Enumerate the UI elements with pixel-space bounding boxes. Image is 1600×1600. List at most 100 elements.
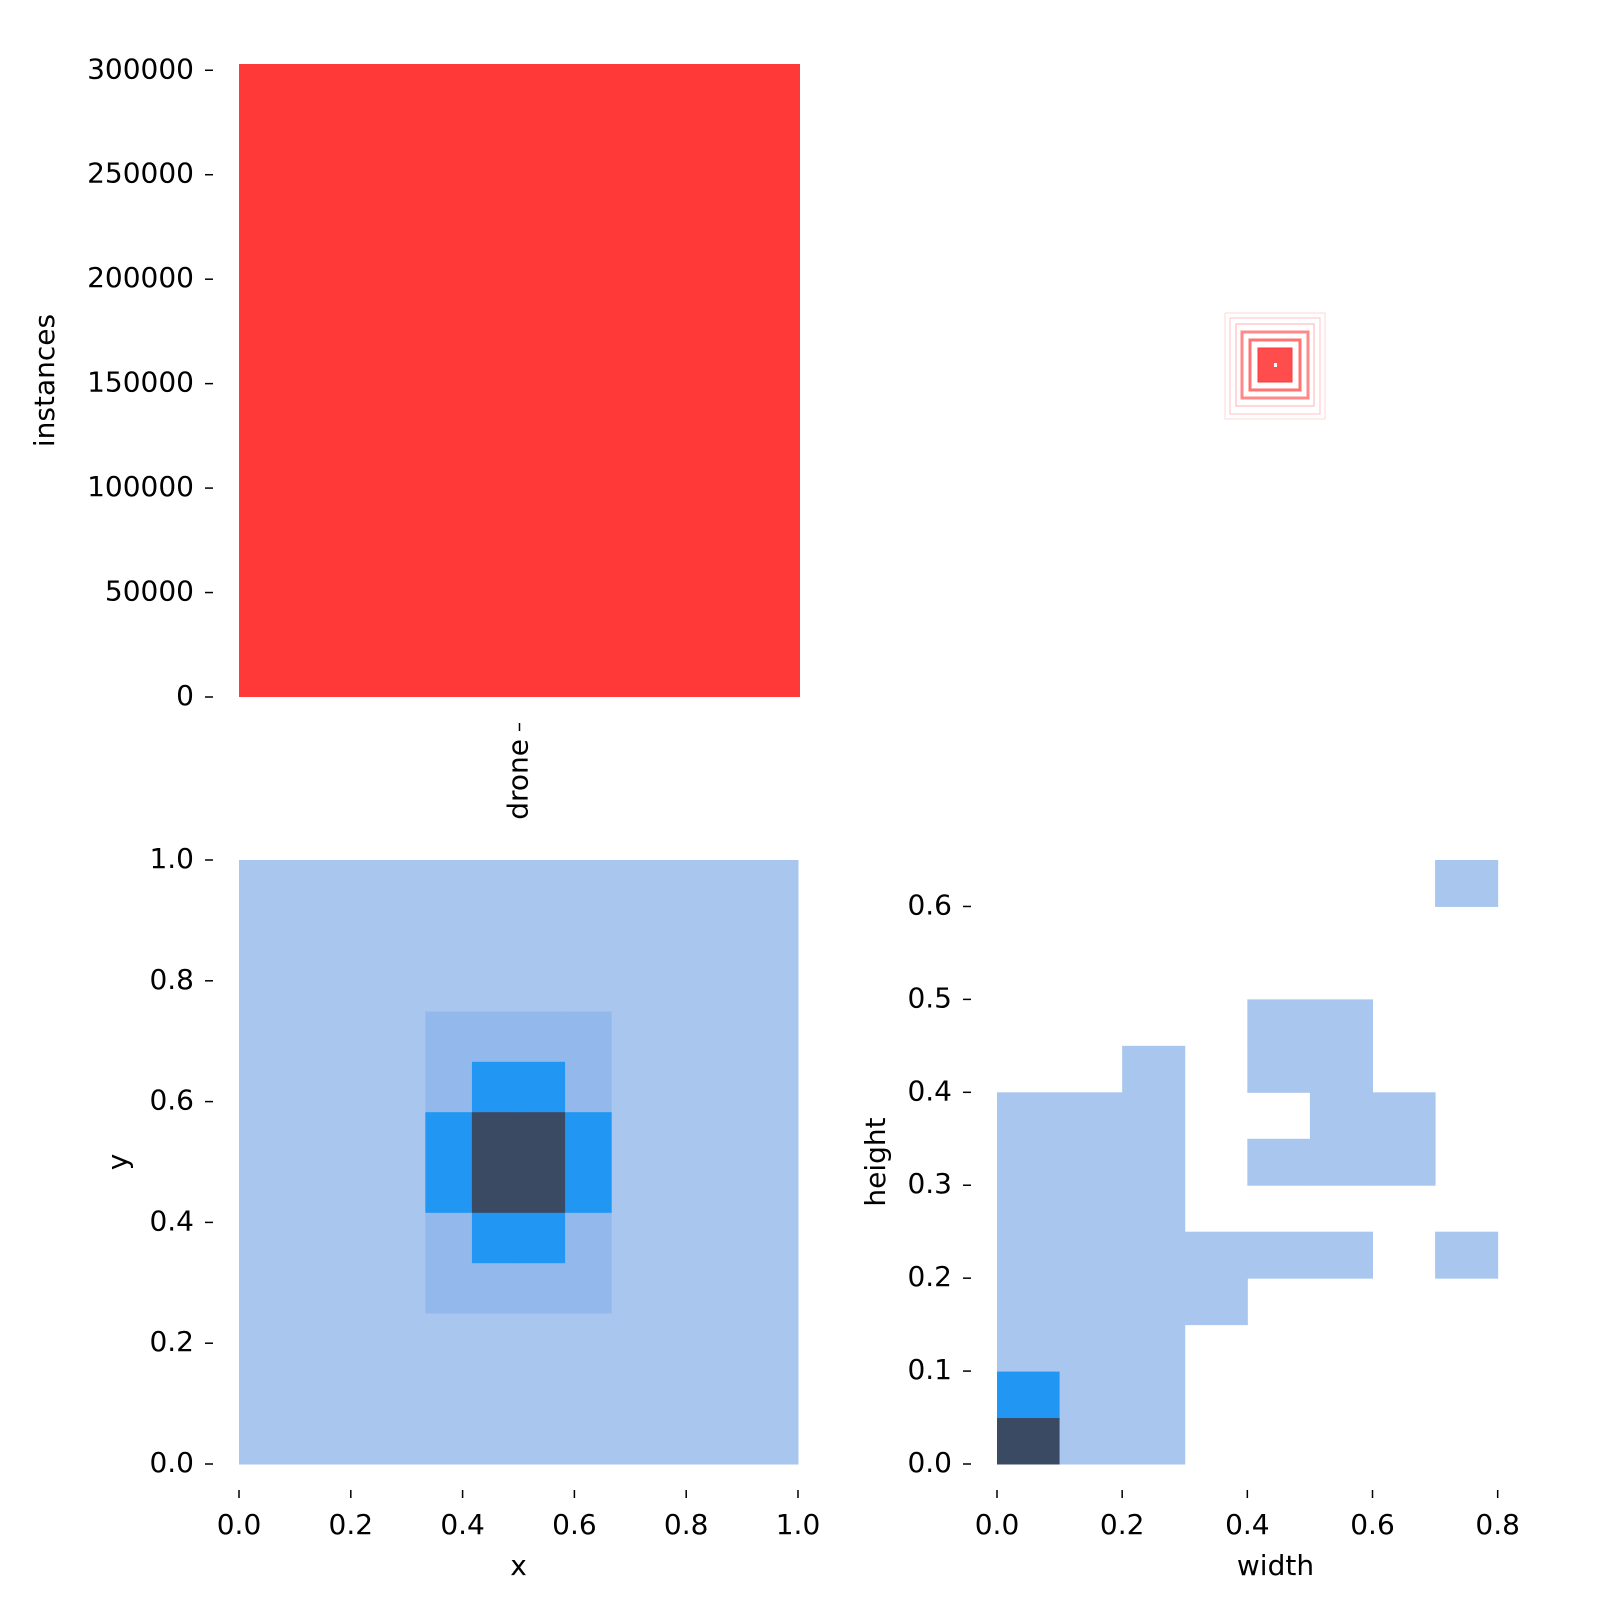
- hist-cell: [704, 1212, 752, 1264]
- x-tick-label: 0.6: [1350, 1508, 1395, 1541]
- hist-cell: [658, 1011, 706, 1062]
- hist-cell: [518, 1413, 566, 1465]
- hist-cell: [332, 860, 380, 911]
- hist-cell: [239, 860, 287, 911]
- hist-cell: [565, 1162, 613, 1213]
- hist-cell: [378, 1111, 426, 1163]
- y-tick-label: 300000: [87, 52, 194, 85]
- hist-cell: [997, 1138, 1061, 1186]
- hist-cell: [378, 1413, 426, 1465]
- hist-cell: [565, 1111, 613, 1163]
- hist-cell: [1247, 1138, 1311, 1186]
- y-tick-label: 150000: [87, 366, 194, 399]
- hist-cell: [611, 860, 659, 911]
- hist-cell: [1309, 1138, 1374, 1186]
- hist-cell: [1247, 1231, 1311, 1279]
- hist-cell: [565, 1212, 613, 1264]
- hist-cell: [285, 1111, 333, 1163]
- hist-cell: [658, 1061, 706, 1113]
- x-axis-label: width: [1237, 1549, 1314, 1582]
- hist-cell: [518, 1363, 566, 1415]
- hist-cell: [518, 1162, 566, 1213]
- hist-cell: [704, 1313, 752, 1364]
- hist-cell: [704, 860, 752, 911]
- hist-cell: [1122, 1092, 1186, 1140]
- hist-cell: [751, 1262, 799, 1314]
- hist-cell: [658, 860, 706, 911]
- hist-cell: [518, 1111, 566, 1163]
- box: [1248, 338, 1302, 392]
- hist-cell: [997, 1231, 1061, 1279]
- hist-cell: [332, 1011, 380, 1062]
- hist-cell: [425, 1313, 473, 1364]
- hist-cell: [285, 1212, 333, 1264]
- x-tick-label: 0.0: [975, 1508, 1020, 1541]
- hist-cell: [425, 910, 473, 962]
- hist-cell: [239, 1111, 287, 1163]
- hist-cell: [611, 1413, 659, 1465]
- hist-cell: [565, 960, 613, 1012]
- hist-cell: [518, 1011, 566, 1062]
- hist-cell: [1059, 1417, 1123, 1465]
- y-tick-label: 0.6: [907, 888, 952, 921]
- hist-cell: [1435, 860, 1499, 907]
- hist-cell: [997, 1324, 1061, 1372]
- hist-cell: [471, 960, 519, 1012]
- hist-cell: [751, 1363, 799, 1415]
- hist-cell: [1059, 1185, 1123, 1233]
- box: [1274, 363, 1277, 367]
- hist-cell: [425, 1011, 473, 1062]
- hist-cell: [1122, 1138, 1186, 1186]
- hist-cell: [1122, 1231, 1186, 1279]
- hist-cell: [611, 1313, 659, 1364]
- x-tick-label: 0.0: [217, 1508, 262, 1541]
- hist-cell: [239, 1262, 287, 1314]
- hist-cell: [285, 1363, 333, 1415]
- hist-cell: [378, 1212, 426, 1264]
- hist-cell: [997, 1185, 1061, 1233]
- y-tick-label: 200000: [87, 261, 194, 294]
- hist-cell: [1059, 1231, 1123, 1279]
- y-tick-label: 0: [176, 679, 194, 712]
- box: [1240, 330, 1310, 400]
- hist-cell: [1122, 1371, 1186, 1419]
- hist-cell: [704, 1162, 752, 1213]
- hist-cell: [471, 1363, 519, 1415]
- hist-cell: [1309, 1231, 1374, 1279]
- hist-cell: [378, 1262, 426, 1314]
- hist-cell: [1184, 1231, 1248, 1279]
- hist-cell: [704, 1111, 752, 1163]
- hist-cell: [239, 1413, 287, 1465]
- hist-cell: [285, 1313, 333, 1364]
- hist-cell: [378, 1162, 426, 1213]
- y-axis-label: instances: [28, 314, 61, 447]
- hist-cell: [332, 910, 380, 962]
- hist-cell: [751, 1313, 799, 1364]
- hist-cell: [471, 1162, 519, 1213]
- hist-cell: [611, 1061, 659, 1113]
- hist-cell: [471, 1061, 519, 1113]
- hist-cell: [658, 960, 706, 1012]
- hist-cell: [239, 1162, 287, 1213]
- y-tick-label: 0.2: [907, 1260, 952, 1293]
- hist-cell: [285, 860, 333, 911]
- hist-cell: [611, 1111, 659, 1163]
- y-tick-label: 0.2: [149, 1325, 194, 1358]
- hist-cell: [611, 1212, 659, 1264]
- hist-cell: [1059, 1371, 1123, 1419]
- hist-cell: [1247, 999, 1311, 1047]
- hist-cell: [425, 860, 473, 911]
- hist-cell: [658, 1262, 706, 1314]
- hist-cell: [332, 1262, 380, 1314]
- y-tick-label: 0.0: [907, 1446, 952, 1479]
- hist-cell: [332, 1212, 380, 1264]
- hist-cell: [658, 1111, 706, 1163]
- hist-cell: [611, 1162, 659, 1213]
- hist-cell: [332, 1413, 380, 1465]
- hist-cell: [471, 1413, 519, 1465]
- hist-cell: [704, 1363, 752, 1415]
- box-overlay: [1224, 312, 1326, 420]
- hist-cell: [518, 910, 566, 962]
- y-tick-label: 0.4: [907, 1074, 952, 1107]
